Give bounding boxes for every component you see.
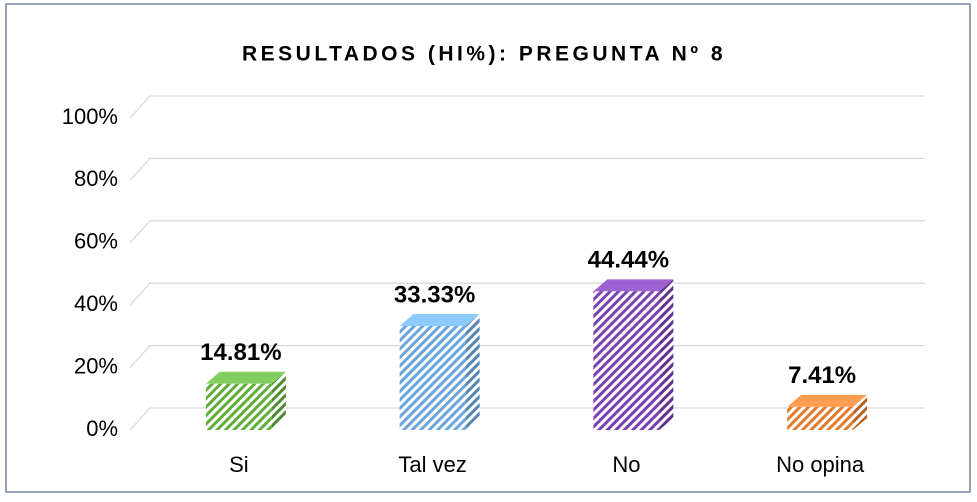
- bar-top: [399, 314, 480, 327]
- y-tick-label: 60%: [74, 229, 118, 254]
- bar-side: [271, 371, 286, 430]
- grid-line: [129, 220, 925, 244]
- x-tick-label: No opina: [776, 452, 865, 477]
- bar: [205, 383, 272, 430]
- value-label: 33.33%: [394, 281, 475, 308]
- grid-line: [129, 95, 925, 119]
- bar-side: [853, 394, 868, 430]
- bar: [399, 326, 466, 430]
- bar: [787, 406, 854, 430]
- value-label: 7.41%: [788, 362, 856, 389]
- y-tick-label: 0%: [86, 416, 118, 441]
- bar: [593, 291, 660, 430]
- y-tick-label: 40%: [74, 291, 118, 316]
- y-tick-label: 20%: [74, 353, 118, 378]
- bar-top: [787, 394, 868, 407]
- bar-side: [465, 314, 480, 430]
- bar-top: [593, 279, 674, 292]
- grid-line: [129, 157, 925, 181]
- y-tick-label: 100%: [62, 104, 118, 129]
- x-tick-label: No: [612, 452, 640, 477]
- bar-side: [659, 279, 674, 430]
- bar-top: [205, 371, 286, 384]
- x-tick-label: Si: [229, 452, 249, 477]
- y-tick-label: 80%: [74, 166, 118, 191]
- value-label: 44.44%: [588, 247, 669, 274]
- chart-title: RESULTADOS (HI%): PREGUNTA Nº 8: [242, 43, 726, 66]
- value-label: 14.81%: [200, 339, 281, 366]
- x-tick-label: Tal vez: [398, 452, 466, 477]
